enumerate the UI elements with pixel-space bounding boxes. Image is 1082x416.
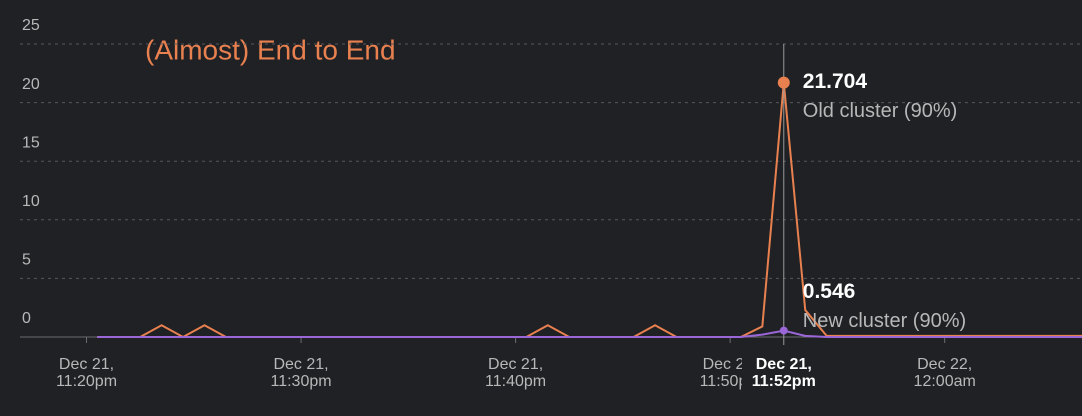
y-tick-label: 0	[22, 310, 31, 327]
hover-x-label: Dec 21, 11:52pm	[741, 356, 826, 390]
x-tick-label: Dec 22, 12:00am	[913, 356, 976, 390]
legend-entry: Old cluster (90%)	[803, 100, 958, 122]
chart-title: (Almost) End to End	[145, 34, 396, 65]
x-tick-label: Dec 21, 11:20pm	[55, 356, 118, 390]
y-tick-label: 5	[22, 252, 31, 269]
hover-dot	[777, 76, 790, 89]
legend-entry: New cluster (90%)	[803, 310, 966, 332]
hover-value: 0.546	[803, 280, 856, 303]
y-tick-label: 20	[22, 76, 40, 93]
x-tick-label: Dec 21, 11:30pm	[270, 356, 332, 390]
hover-value: 21.704	[803, 70, 868, 93]
y-tick-label: 15	[22, 134, 40, 151]
hover-dot	[779, 326, 788, 335]
y-tick-label: 25	[22, 17, 40, 34]
y-tick-label: 10	[22, 193, 40, 210]
x-tick-label: Dec 21, 11:40pm	[485, 356, 547, 390]
